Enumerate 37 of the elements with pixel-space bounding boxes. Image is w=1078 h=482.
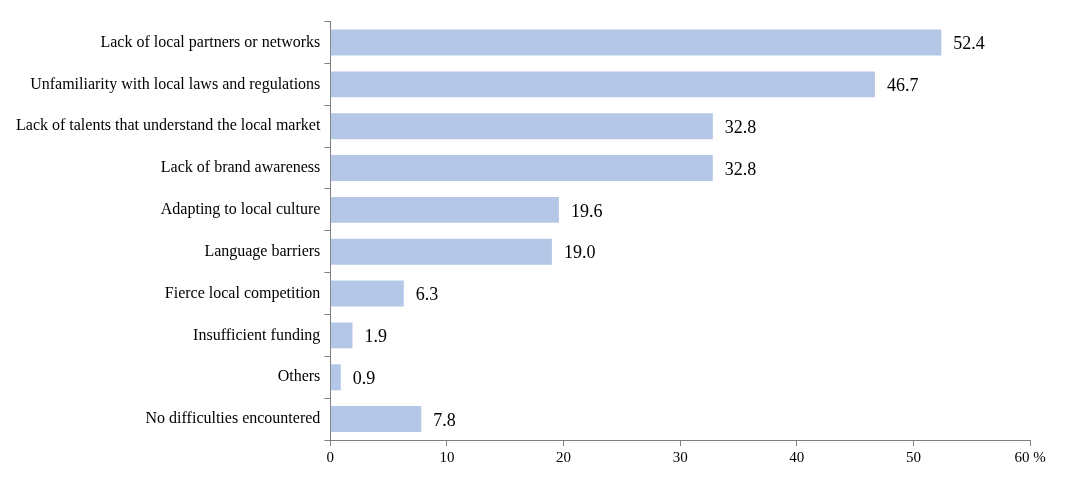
y-tick-label: Language barriers — [204, 241, 321, 260]
y-tick-label: Adapting to local culture — [160, 200, 321, 219]
bar — [330, 196, 559, 223]
bar — [330, 155, 713, 182]
x-tick-label: 60 % — [1014, 448, 1046, 465]
x-tick-label: 40 — [789, 448, 805, 465]
bar — [330, 280, 404, 307]
y-tick-label: Insufficient funding — [193, 325, 321, 344]
data-label: 19.6 — [570, 200, 603, 221]
y-tick-label: Lack of talents that understand the local market — [16, 116, 321, 134]
bar — [330, 29, 942, 56]
bar — [330, 322, 353, 349]
x-tick-label: 30 — [672, 448, 688, 465]
y-tick-label: Fierce local competition — [164, 283, 321, 302]
x-tick-label: 0 — [326, 448, 335, 465]
bar — [330, 238, 552, 265]
x-tick-label: 10 — [439, 448, 455, 465]
y-tick-label: Unfamiliarity with local laws and regulations — [30, 74, 321, 93]
y-tick-label: No difficulties encountered — [145, 409, 321, 427]
y-tick-label: Lack of local partners or networks — [100, 32, 321, 51]
data-label: 1.9 — [364, 326, 387, 347]
y-tick-label: Others — [277, 367, 321, 385]
x-tick-label: 50 — [905, 448, 921, 465]
data-label: 32.8 — [724, 116, 757, 137]
data-label: 0.9 — [352, 367, 376, 388]
data-label: 46.7 — [886, 75, 919, 96]
y-tick-label: Lack of brand awareness — [160, 158, 321, 176]
data-label: 19.0 — [563, 242, 596, 263]
x-tick-label: 20 — [556, 448, 572, 465]
bar — [330, 406, 422, 433]
data-label: 7.8 — [433, 409, 456, 430]
bar — [330, 364, 341, 391]
data-label: 32.8 — [724, 158, 757, 179]
data-label: 6.3 — [415, 284, 439, 305]
bar — [330, 113, 713, 140]
bar — [330, 71, 875, 98]
data-label: 52.4 — [953, 33, 985, 54]
